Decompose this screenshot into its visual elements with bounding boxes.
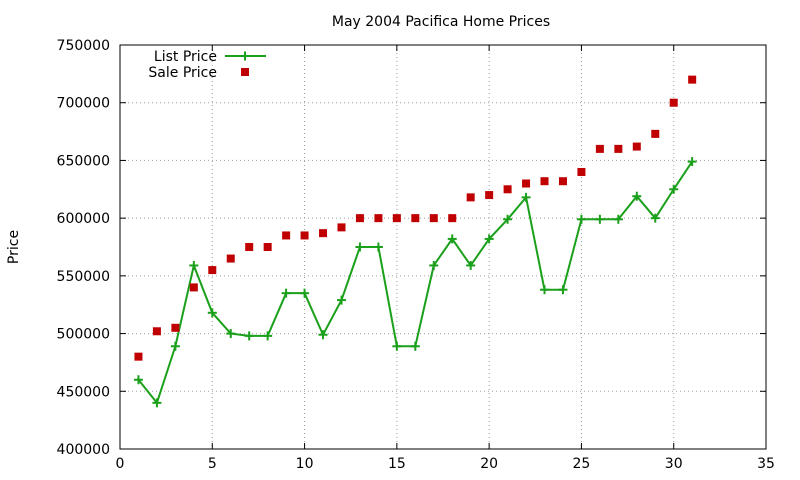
sale-price-point — [485, 191, 494, 200]
list-price-point — [521, 192, 531, 202]
legend-sample-sale-price — [241, 68, 249, 76]
list-price-point — [263, 331, 273, 341]
sale-price-point — [152, 327, 161, 336]
list-price-point — [669, 184, 679, 194]
list-price-point — [373, 242, 383, 252]
legend-label-sale-price: Sale Price — [148, 65, 217, 81]
sale-price-point — [632, 142, 641, 151]
x-tick-label: 30 — [665, 456, 683, 472]
y-tick-label: 750000 — [57, 38, 110, 54]
legend-square-marker — [241, 68, 249, 76]
list-price-point — [466, 260, 476, 270]
x-tick-label: 5 — [208, 456, 217, 472]
sale-price-point — [577, 167, 586, 176]
list-price-point — [392, 341, 402, 351]
y-tick-label: 700000 — [57, 96, 110, 112]
y-tick-label: 450000 — [57, 384, 110, 400]
list-price-point — [336, 295, 346, 305]
tick-marks — [119, 44, 767, 450]
sale-price-point — [374, 214, 383, 223]
sale-price-point — [134, 352, 143, 361]
list-price-point — [558, 285, 568, 295]
sale-price-point — [522, 179, 531, 188]
y-tick-label: 400000 — [57, 442, 110, 458]
y-tick-label: 500000 — [57, 327, 110, 343]
x-tick-labels: 0 5 10 15 20 25 30 35 — [116, 456, 775, 472]
sale-price-point — [540, 177, 549, 186]
grid-lines — [120, 45, 766, 449]
list-price-point — [576, 214, 586, 224]
sale-price-point — [355, 214, 364, 223]
list-price-point — [687, 157, 697, 167]
list-price-point — [281, 288, 291, 298]
sale-price-point — [319, 229, 328, 238]
legend: List Price Sale Price — [148, 49, 266, 81]
list-price-point — [189, 260, 199, 270]
list-price-point — [226, 329, 236, 339]
sale-price-point — [300, 231, 309, 240]
sale-price-point — [651, 129, 660, 138]
list-price-point — [318, 330, 328, 340]
sale-price-point — [208, 266, 217, 275]
list-price-point — [540, 285, 550, 295]
sale-price-point — [411, 214, 420, 223]
sale-price-point — [282, 231, 291, 240]
sale-price-point — [614, 144, 623, 153]
plot-frame — [119, 44, 767, 450]
sale-price-point — [263, 243, 272, 251]
x-tick-label: 35 — [757, 456, 775, 472]
y-tick-label: 600000 — [57, 211, 110, 227]
sale-price-point — [669, 98, 678, 107]
x-tick-label: 10 — [296, 456, 314, 472]
list-price-point — [133, 375, 143, 385]
list-price-point — [300, 288, 310, 298]
sale-price-point — [392, 214, 401, 223]
list-price-point — [170, 341, 180, 351]
legend-label-list-price: List Price — [154, 49, 217, 65]
list-price-point — [632, 191, 642, 201]
y-tick-label: 650000 — [57, 153, 110, 169]
list-price-point — [244, 331, 254, 341]
list-price-point — [650, 213, 660, 223]
x-tick-label: 0 — [116, 456, 125, 472]
sale-price-point — [171, 323, 180, 332]
y-axis-label: Price — [6, 230, 22, 264]
sale-price-point — [448, 214, 457, 223]
x-tick-label: 20 — [480, 456, 498, 472]
x-tick-label: 15 — [388, 456, 406, 472]
sale-price-point — [558, 177, 567, 186]
list-price-point — [447, 234, 457, 244]
sale-price-point — [466, 193, 475, 202]
legend-plus-marker — [240, 51, 250, 61]
series-list-price — [133, 157, 697, 408]
sale-price-point — [189, 283, 198, 292]
y-tick-label: 550000 — [57, 269, 110, 285]
sale-price-point — [688, 75, 697, 84]
sale-price-point — [245, 243, 254, 251]
list-price-point — [503, 214, 513, 224]
x-tick-label: 25 — [573, 456, 591, 472]
list-price-point — [429, 260, 439, 270]
list-price-line — [137, 161, 694, 405]
sale-price-point — [595, 144, 604, 153]
list-price-point — [613, 214, 623, 224]
list-price-point — [410, 341, 420, 351]
sale-price-point — [503, 185, 512, 194]
list-price-point — [152, 398, 162, 408]
series-sale-price — [134, 75, 697, 361]
chart-title: May 2004 Pacifica Home Prices — [332, 14, 550, 30]
sale-price-point — [429, 214, 438, 223]
list-price-point — [355, 242, 365, 252]
list-price-point — [595, 214, 605, 224]
legend-sample-list-price — [225, 51, 266, 61]
list-price-point — [207, 308, 217, 318]
sale-price-point — [226, 254, 235, 263]
sale-price-point — [337, 223, 346, 232]
data-series — [133, 75, 697, 408]
y-tick-labels: 400000 450000 500000 550000 600000 650000 7000… — [57, 38, 110, 458]
list-price-point — [484, 234, 494, 244]
